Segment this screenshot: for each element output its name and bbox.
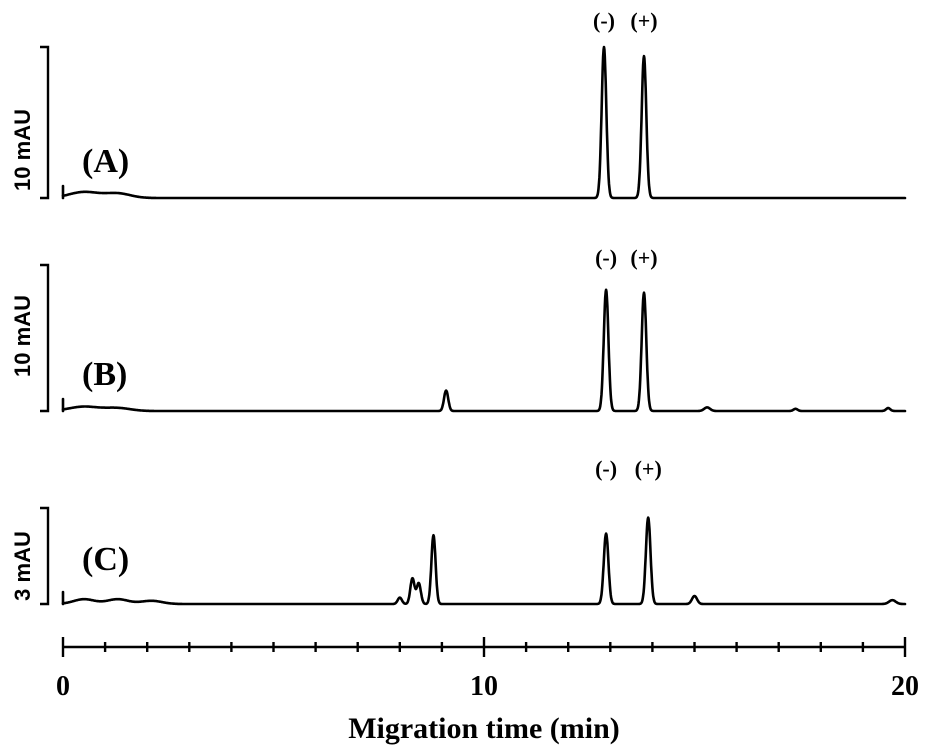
scale-bar: [40, 506, 50, 606]
panel-label: (A): [82, 143, 129, 180]
trace-line: [61, 45, 907, 200]
peak-label: (-): [595, 245, 617, 270]
x-axis: 0 10 20 Migration time (min): [56, 637, 919, 745]
peak-label: (-): [593, 8, 615, 33]
x-tick-label: 10: [470, 671, 498, 702]
scale-label: 10 mAU: [10, 295, 35, 377]
scale-label: 3 mAU: [10, 531, 35, 601]
scale-bar: [40, 263, 50, 413]
scale-label: 10 mAU: [10, 109, 35, 191]
panels-group: 10 mAU (A) (-) (+) 10 mAU (B) (-) (+) 3 mAU (C) (-…: [10, 8, 907, 606]
panel-label: (B): [82, 356, 127, 393]
scale-bar: [40, 45, 50, 200]
x-tick-label: 20: [891, 671, 919, 702]
peak-label: (+): [635, 456, 662, 481]
panel-b: 10 mAU (B) (-) (+): [10, 245, 907, 413]
panel-c: 3 mAU (C) (-) (+): [10, 456, 907, 606]
trace-line: [61, 288, 907, 413]
x-axis-ticks: 0 10 20: [56, 637, 919, 702]
peak-label: (-): [595, 456, 617, 481]
panel-label: (C): [82, 541, 129, 578]
panel-a: 10 mAU (A) (-) (+): [10, 8, 907, 200]
peak-label: (+): [630, 8, 657, 33]
peak-label: (+): [630, 245, 657, 270]
x-axis-title: Migration time (min): [348, 712, 620, 745]
trace-line: [61, 516, 907, 606]
x-tick-label: 0: [56, 671, 70, 702]
